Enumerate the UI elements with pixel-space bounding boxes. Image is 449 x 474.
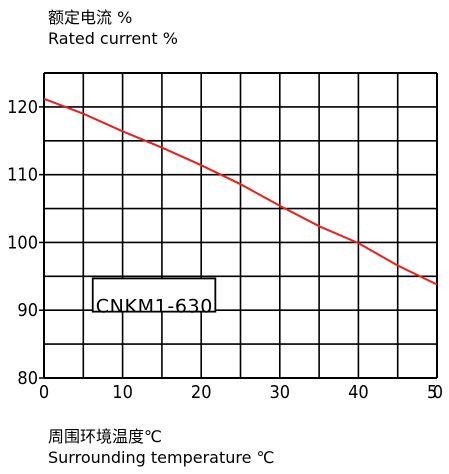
y-axis-label: 额定电流 % Rated current %: [48, 7, 178, 49]
series-line: [43, 97, 438, 286]
x-tick-label: 40: [348, 382, 369, 403]
x-tick-label: 20: [191, 382, 212, 403]
x-axis-label-en: Surrounding temperature ℃: [48, 448, 275, 467]
y-tick-label: 110: [7, 165, 38, 186]
y-axis-label-en: Rated current %: [48, 29, 178, 48]
x-tick-label: 30: [269, 382, 290, 403]
x-axis-label: 周围环境温度℃ Surrounding temperature ℃: [48, 426, 275, 468]
annotation-label: CNKM1-630: [96, 295, 213, 317]
y-tick-label: 100: [7, 232, 38, 253]
y-tick-label: 90: [17, 300, 38, 321]
x-tick-label: 0: [39, 382, 49, 403]
x-axis-label-cn: 周围环境温度℃: [48, 427, 162, 446]
x-tick-label: 50: [427, 382, 443, 403]
y-tick-label: 80: [17, 368, 38, 389]
y-tick-label: 120: [7, 97, 38, 118]
annotation-box: [91, 277, 217, 313]
y-axis-label-cn: 额定电流 %: [48, 8, 133, 27]
x-tick-label: 10: [112, 382, 133, 403]
